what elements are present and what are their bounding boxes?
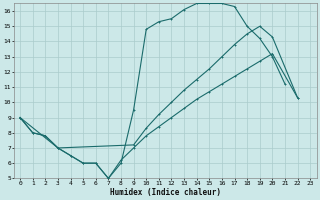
X-axis label: Humidex (Indice chaleur): Humidex (Indice chaleur) (110, 188, 220, 197)
